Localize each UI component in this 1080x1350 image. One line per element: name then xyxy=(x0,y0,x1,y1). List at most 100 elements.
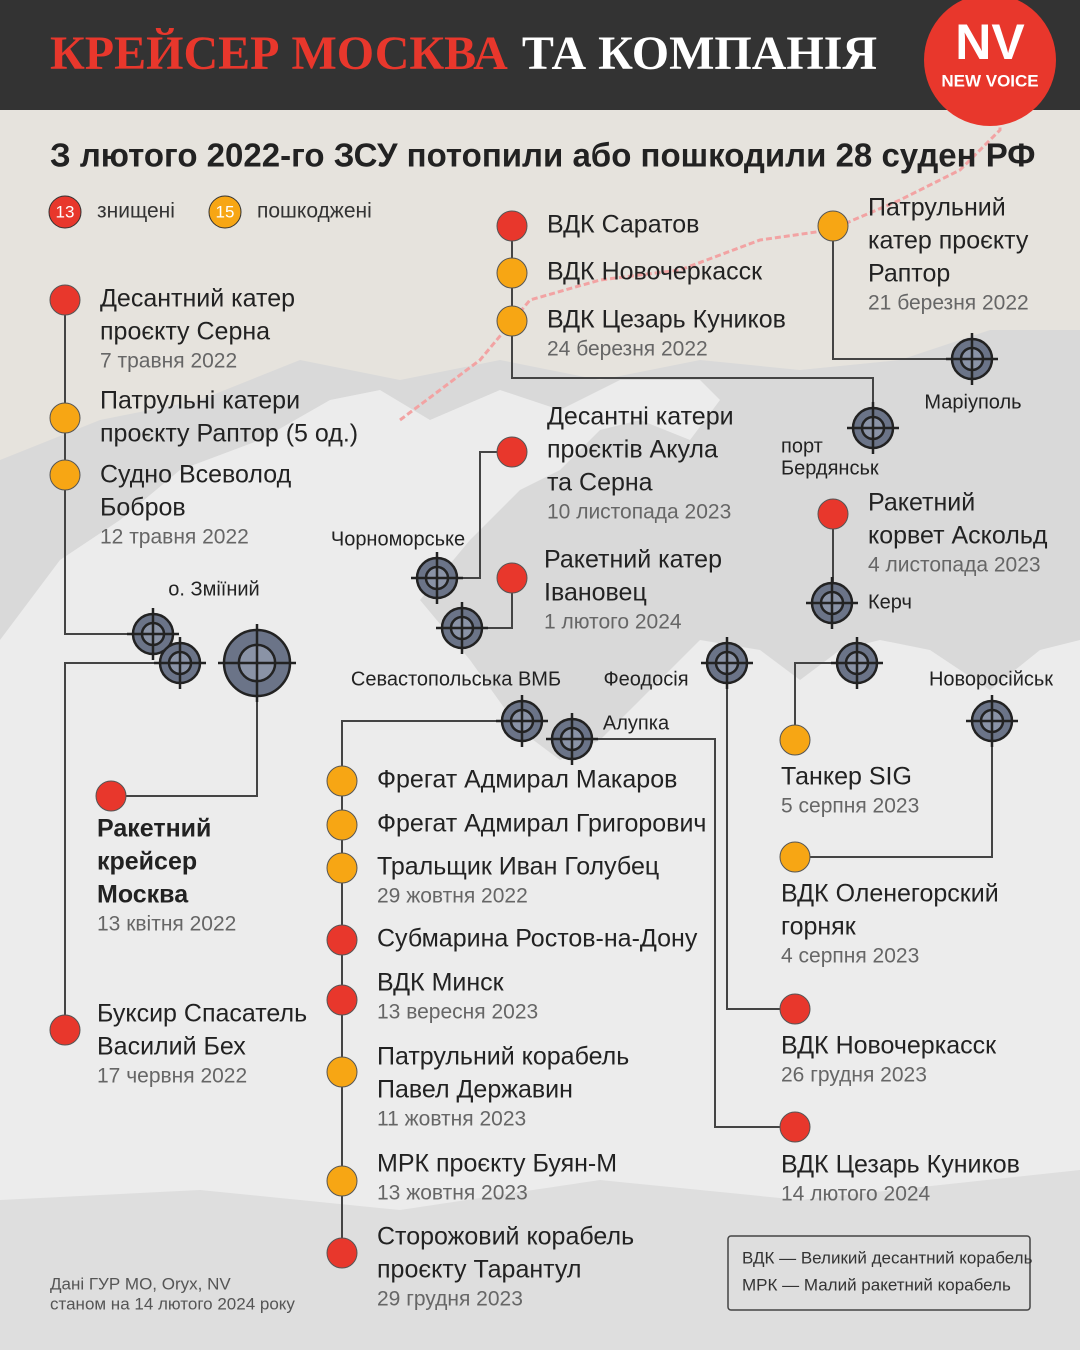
ship-marker xyxy=(49,1014,81,1046)
ship-date: 13 жовтня 2023 xyxy=(377,1182,528,1205)
ship-name: Танкер SIG xyxy=(781,763,912,791)
legend-count: 15 xyxy=(216,202,235,221)
subtitle: З лютого 2022-го ЗСУ потопили або пошкод… xyxy=(50,137,1035,174)
ship-name: ВДК Цезарь Куников xyxy=(547,306,786,334)
target xyxy=(127,608,179,660)
ship-name: ВДК Цезарь Куников xyxy=(781,1151,1020,1179)
ship-marker xyxy=(779,1111,811,1143)
ship-date: 5 серпня 2023 xyxy=(781,795,919,818)
land-south xyxy=(0,1170,1080,1350)
ship-date: 29 грудня 2023 xyxy=(377,1288,523,1311)
ship-name: проєкту Тарантул xyxy=(377,1256,581,1284)
target xyxy=(701,637,753,689)
ship-name: ВДК Минск xyxy=(377,969,505,997)
port-label: о. Зміїний xyxy=(168,578,259,600)
target xyxy=(946,333,998,385)
title-white: ТА КОМПАНІЯ xyxy=(522,27,877,80)
ship-marker xyxy=(326,1165,358,1197)
port-label: Феодосія xyxy=(603,668,688,690)
ship-marker xyxy=(95,780,127,812)
ship-name: Ракетний xyxy=(868,489,975,517)
ship-name: катер проєкту xyxy=(868,227,1029,255)
ship-name: крейсер xyxy=(97,848,197,876)
target xyxy=(218,624,296,702)
ship-name: Москва xyxy=(97,881,189,909)
legend-dot xyxy=(208,195,242,229)
target xyxy=(831,637,883,689)
ship-marker xyxy=(326,984,358,1016)
ship-date: 17 червня 2022 xyxy=(97,1065,247,1088)
ship-marker xyxy=(496,436,528,468)
target xyxy=(154,637,206,689)
ship-marker xyxy=(49,402,81,434)
ship-date: 26 грудня 2023 xyxy=(781,1064,927,1087)
ship-name: Субмарина Ростов-на-Дону xyxy=(377,925,698,953)
target xyxy=(411,552,463,604)
ship-marker xyxy=(326,1237,358,1269)
ship-name: горняк xyxy=(781,913,857,941)
abbreviation: МРК — Малий ракетний корабель xyxy=(742,1275,1011,1294)
ship-name: Патрульний корабель xyxy=(377,1043,629,1071)
port-label: Керч xyxy=(868,591,912,613)
ship-marker xyxy=(326,1056,358,1088)
ship-name: Судно Всеволод xyxy=(100,461,292,489)
ship-name: Патрульні катери xyxy=(100,387,300,415)
logo-sub: NEW VOICE xyxy=(941,71,1038,90)
ship-marker xyxy=(817,498,849,530)
ship-marker xyxy=(496,562,528,594)
source-note: Дані ГУР МО, Oryx, NV xyxy=(50,1274,231,1293)
ship-marker xyxy=(779,993,811,1025)
ship-marker xyxy=(779,724,811,756)
ship-date: 13 квітня 2022 xyxy=(97,913,236,936)
ship-name: проєкту Серна xyxy=(100,318,270,346)
ship-date: 14 лютого 2024 xyxy=(781,1183,931,1206)
port-label: Бердянськ xyxy=(781,457,879,479)
ship-name: Павел Державин xyxy=(377,1076,573,1104)
ship-name: ВДК Саратов xyxy=(547,211,699,239)
abbreviation-box xyxy=(727,1235,1031,1311)
target xyxy=(436,602,488,654)
target xyxy=(847,402,899,454)
ship-date: 12 травня 2022 xyxy=(100,526,249,549)
ship-name: Ракетний xyxy=(97,815,211,843)
ship-name: Буксир Спасатель xyxy=(97,1000,307,1028)
ship-name: Тральщик Иван Голубец xyxy=(377,853,659,881)
legend-dot xyxy=(48,195,82,229)
port-label: Алупка xyxy=(603,712,670,734)
ship-date: 11 жовтня 2023 xyxy=(377,1108,526,1131)
port-label: Маріуполь xyxy=(924,391,1021,413)
ship-date: 4 серпня 2023 xyxy=(781,945,919,968)
ship-name: Десантні катери xyxy=(547,403,734,431)
ship-name: та Серна xyxy=(547,469,653,497)
border-line xyxy=(399,110,1002,422)
ship-name: ВДК Оленегорский xyxy=(781,880,999,908)
ship-marker xyxy=(496,210,528,242)
ship-marker xyxy=(49,284,81,316)
ship-date: 7 травня 2022 xyxy=(100,350,237,373)
ship-name: Василий Бех xyxy=(97,1033,246,1061)
ship-marker xyxy=(496,305,528,337)
ship-marker xyxy=(49,459,81,491)
ship-date: 24 березня 2022 xyxy=(547,338,708,361)
ship-name: Ракетний катер xyxy=(544,546,722,574)
ship-marker xyxy=(326,809,358,841)
ship-marker xyxy=(817,210,849,242)
title-red: КРЕЙСЕР МОСКВА xyxy=(50,27,508,80)
ship-date: 1 лютого 2024 xyxy=(544,611,682,634)
ship-marker xyxy=(326,852,358,884)
ship-marker xyxy=(326,924,358,956)
ship-date: 4 листопада 2023 xyxy=(868,554,1041,577)
abbreviation: ВДК — Великий десантний корабель xyxy=(742,1248,1033,1267)
ship-name: МРК проєкту Буян-М xyxy=(377,1150,617,1178)
ship-name: ВДК Новочеркасск xyxy=(781,1032,997,1060)
ship-name: Раптор xyxy=(868,260,950,288)
port-label: Новоросійськ xyxy=(929,668,1053,690)
ship-date: 21 березня 2022 xyxy=(868,292,1029,315)
ship-name: Фрегат Адмирал Макаров xyxy=(377,766,677,794)
ship-marker xyxy=(779,841,811,873)
land-light xyxy=(0,110,1080,460)
ship-name: Сторожовий корабель xyxy=(377,1223,634,1251)
header-bar xyxy=(0,0,1080,110)
